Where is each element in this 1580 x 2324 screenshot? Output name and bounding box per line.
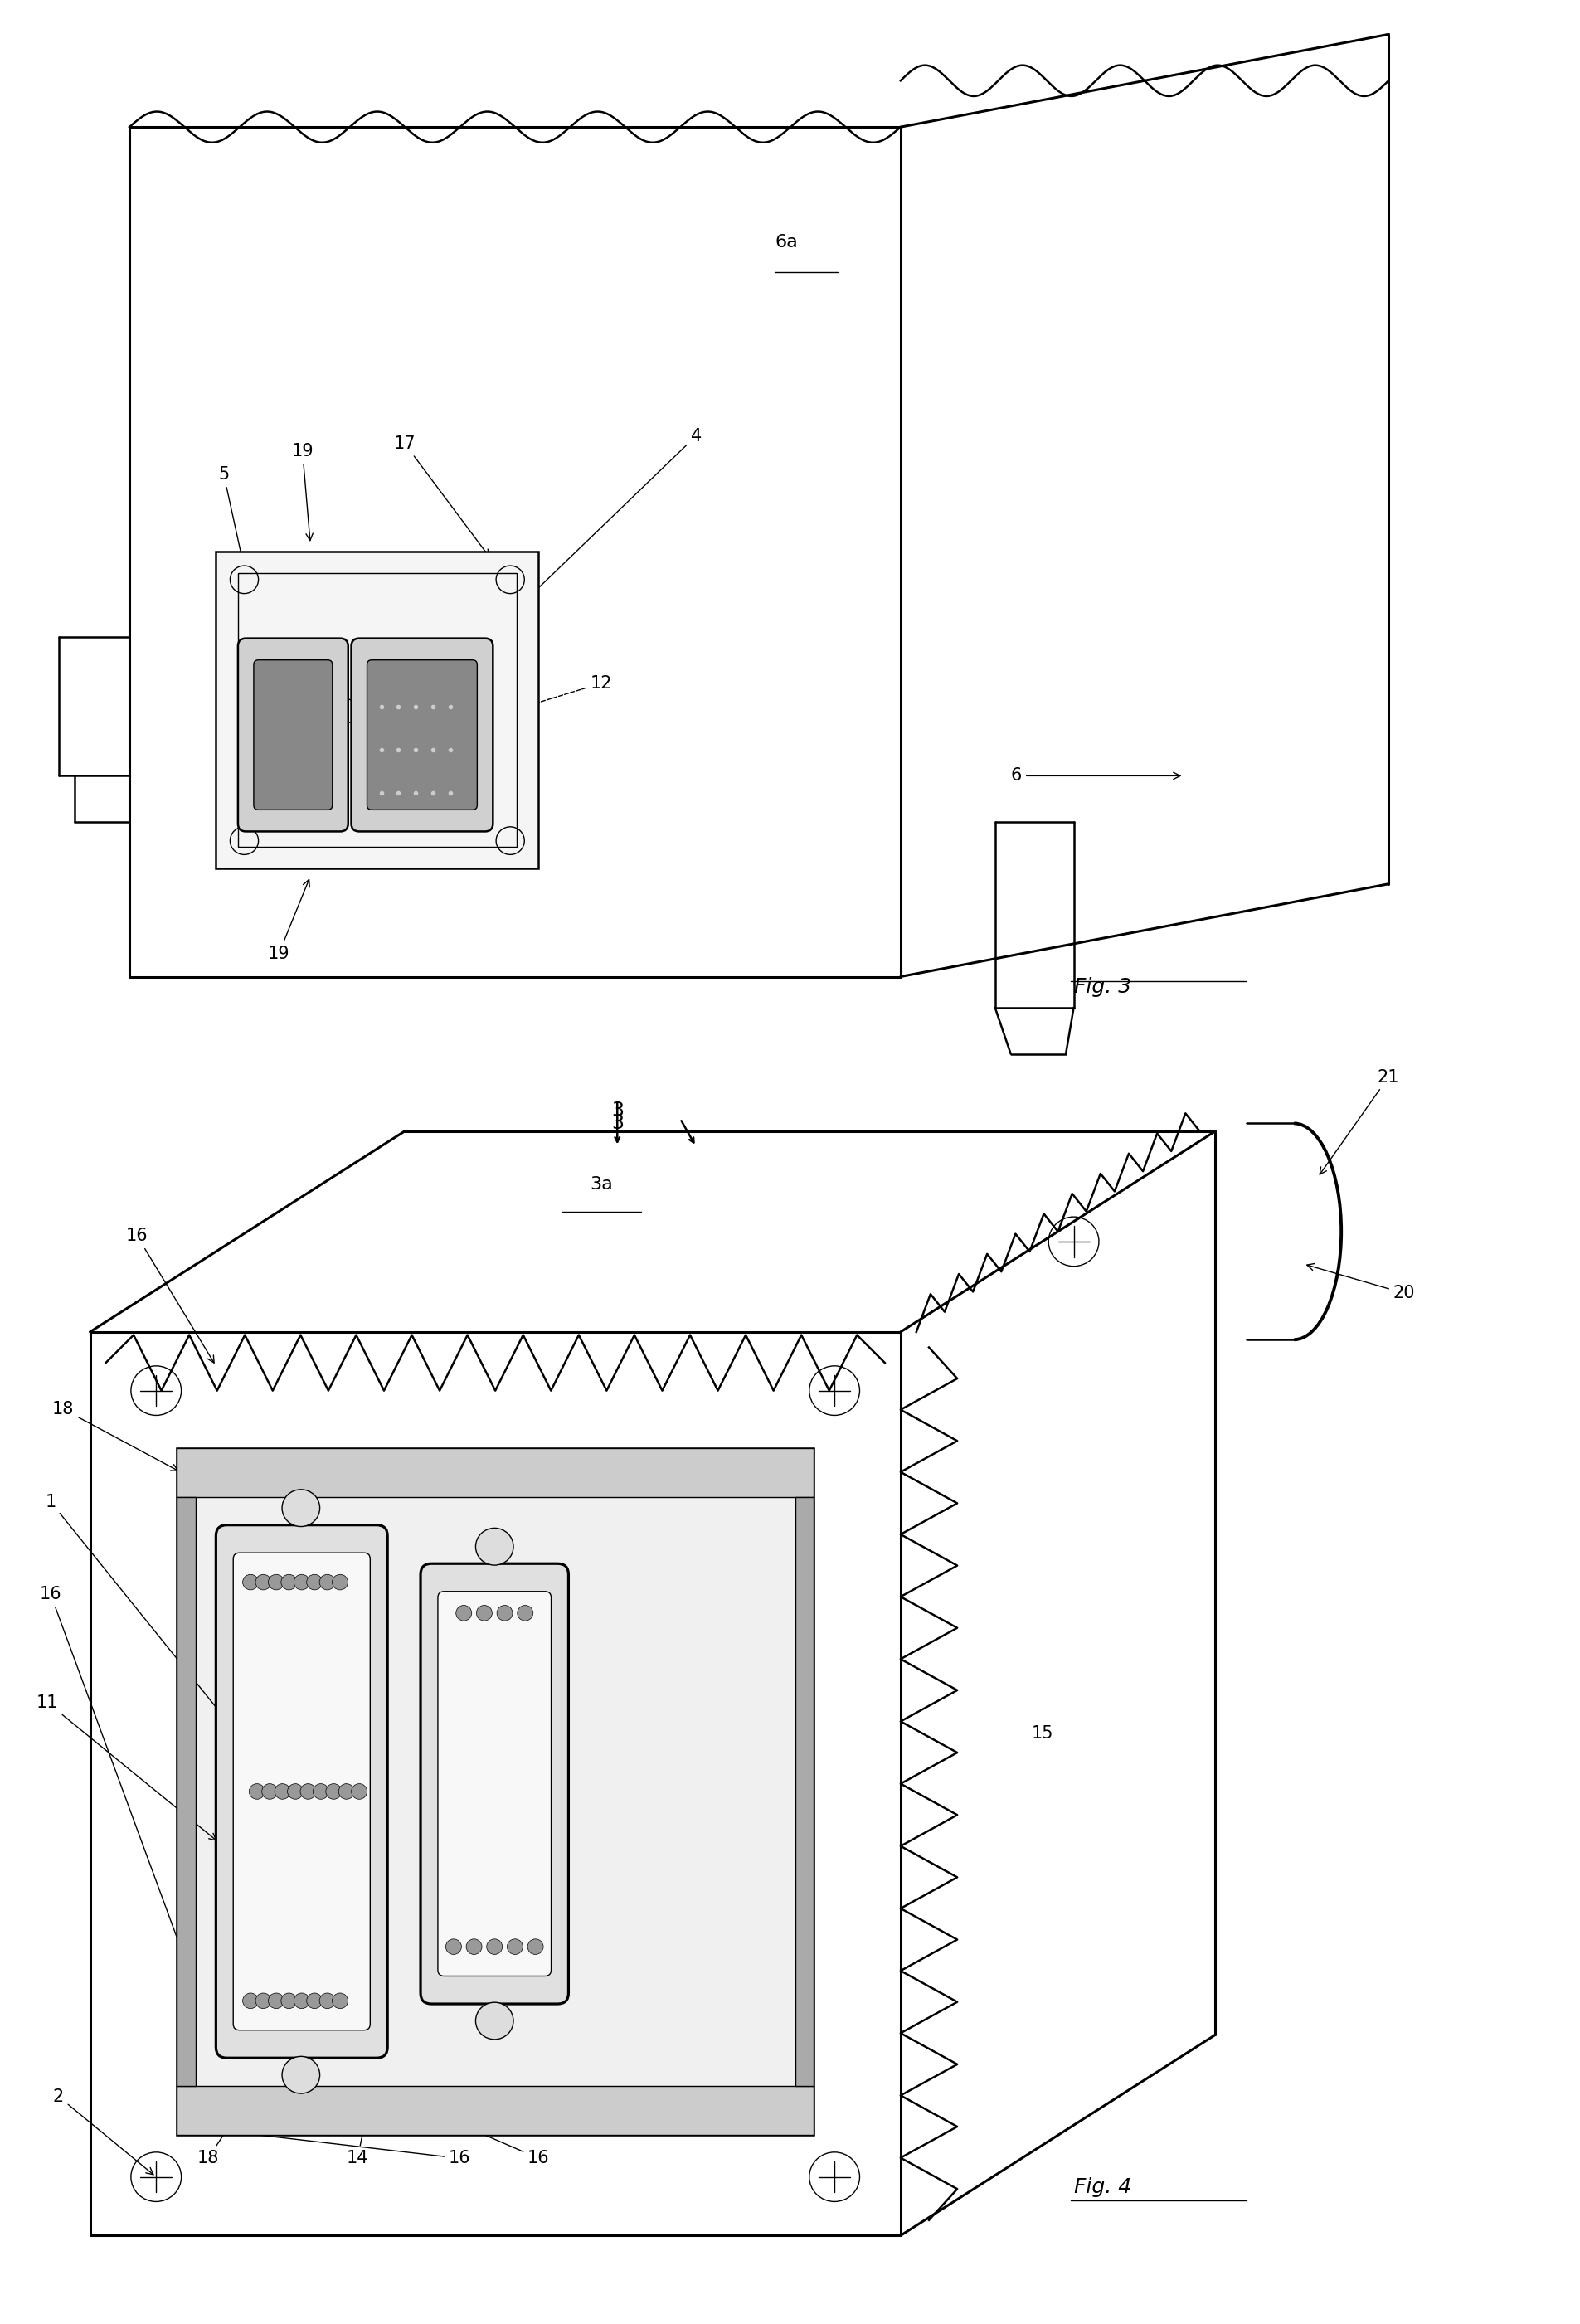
Text: 1: 1 [46, 1494, 240, 1738]
Text: 3: 3 [611, 1099, 623, 1120]
Circle shape [307, 1573, 322, 1590]
Text: 3a: 3a [589, 1176, 613, 1192]
Circle shape [281, 2057, 319, 2094]
Circle shape [250, 1785, 265, 1799]
Text: 11: 11 [36, 1694, 216, 1841]
Circle shape [466, 1938, 482, 1954]
Circle shape [325, 1785, 341, 1799]
Text: 20: 20 [1307, 1264, 1414, 1301]
Text: 18: 18 [198, 2113, 237, 2166]
FancyBboxPatch shape [351, 639, 493, 832]
Circle shape [256, 1994, 272, 2008]
Text: 21: 21 [1319, 1069, 1398, 1174]
Text: 16: 16 [431, 2113, 550, 2166]
Circle shape [307, 1994, 322, 2008]
Circle shape [300, 1785, 316, 1799]
Bar [177, 1448, 814, 1497]
Circle shape [281, 1573, 297, 1590]
Circle shape [281, 1994, 297, 2008]
Bar [177, 1497, 196, 2085]
Circle shape [496, 1606, 512, 1620]
Circle shape [319, 1994, 335, 2008]
FancyBboxPatch shape [216, 1525, 387, 2059]
Circle shape [517, 1606, 532, 1620]
Text: 6: 6 [1010, 767, 1180, 783]
Circle shape [275, 1785, 291, 1799]
Circle shape [528, 1938, 544, 1954]
Circle shape [256, 1573, 272, 1590]
Circle shape [455, 1606, 471, 1620]
Circle shape [269, 1573, 284, 1590]
Text: 16: 16 [198, 2124, 471, 2166]
Circle shape [446, 1938, 461, 1954]
FancyBboxPatch shape [239, 639, 348, 832]
FancyBboxPatch shape [253, 660, 332, 809]
Bar [795, 1497, 814, 2085]
Bar [177, 1448, 814, 2136]
Text: 18: 18 [52, 1401, 179, 1471]
FancyBboxPatch shape [234, 1552, 370, 2031]
Circle shape [476, 1606, 491, 1620]
Circle shape [288, 1785, 303, 1799]
Text: 12: 12 [297, 674, 611, 779]
Circle shape [294, 1573, 310, 1590]
Circle shape [243, 1573, 258, 1590]
Circle shape [243, 1994, 258, 2008]
Circle shape [313, 1785, 329, 1799]
Circle shape [476, 1529, 514, 1564]
Circle shape [269, 1994, 284, 2008]
Circle shape [338, 1785, 354, 1799]
FancyBboxPatch shape [367, 660, 477, 809]
Text: 15: 15 [1030, 1724, 1052, 1743]
FancyBboxPatch shape [438, 1592, 551, 1975]
Text: 6a: 6a [774, 235, 798, 251]
Text: 2: 2 [54, 2089, 153, 2175]
Text: 17: 17 [393, 435, 488, 558]
Text: 3: 3 [611, 1113, 623, 1134]
Text: 19: 19 [291, 444, 313, 541]
Circle shape [476, 2003, 514, 2040]
Bar [239, 574, 517, 846]
Circle shape [332, 1573, 348, 1590]
Circle shape [319, 1573, 335, 1590]
Text: 14: 14 [346, 2124, 368, 2166]
Circle shape [351, 1785, 367, 1799]
Bar [216, 551, 539, 869]
Text: 19: 19 [267, 878, 310, 962]
Circle shape [332, 1994, 348, 2008]
Bar [177, 2085, 814, 2136]
Text: 5: 5 [218, 467, 248, 579]
Text: 4: 4 [425, 428, 702, 697]
Text: Fig. 4: Fig. 4 [1073, 2178, 1130, 2196]
Circle shape [281, 1490, 319, 1527]
Text: 16: 16 [40, 1587, 185, 1959]
Circle shape [507, 1938, 523, 1954]
Circle shape [262, 1785, 278, 1799]
Bar [188, 1459, 803, 2124]
Text: 16: 16 [126, 1227, 213, 1362]
Circle shape [487, 1938, 502, 1954]
Text: Fig. 3: Fig. 3 [1073, 976, 1130, 997]
FancyBboxPatch shape [420, 1564, 569, 2003]
Circle shape [294, 1994, 310, 2008]
